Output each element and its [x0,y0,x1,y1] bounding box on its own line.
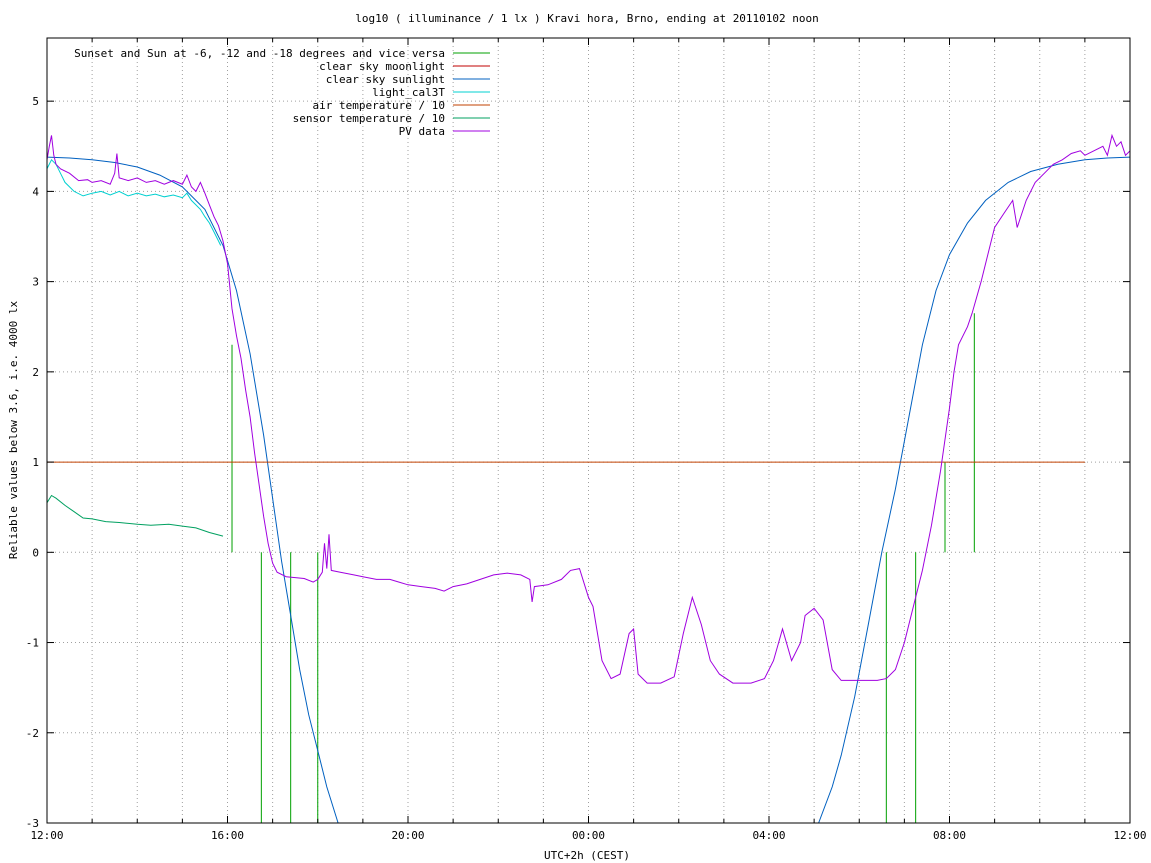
legend-label: PV data [399,125,445,138]
series-5-sensor-temperature-10-line [47,494,224,537]
legend: Sunset and Sun at -6, -12 and -18 degree… [74,47,490,138]
x-tick-label: 08:00 [933,829,966,842]
y-tick-label: -3 [26,817,39,830]
y-tick-label: 3 [32,276,39,289]
y-tick-label: 1 [32,456,39,469]
y-tick-label: 4 [32,185,39,198]
y-axis-label: Reliable values below 3.6, i.e. 4000 lx [7,300,20,559]
chart-title: log10 ( illuminance / 1 lx ) Kravi hora,… [355,12,819,25]
series-lines [47,133,1130,823]
legend-label: air temperature / 10 [313,99,445,112]
series-3-light-cal3t-line [47,158,222,246]
x-tick-label: 04:00 [752,829,785,842]
x-tick-label: 20:00 [391,829,424,842]
plot-area [47,133,1130,823]
grid-lines [47,38,1130,823]
legend-label: Sunset and Sun at -6, -12 and -18 degree… [74,47,445,60]
legend-label: light_cal3T [372,86,445,99]
series-6-pv-data-line [47,133,1130,684]
x-axis-label: UTC+2h (CEST) [544,849,630,862]
legend-label: clear sky sunlight [326,73,445,86]
y-tick-label: 0 [32,546,39,559]
x-axis-ticks: 12:00 16:00 20:00 00:00 04:00 08:00 12:00 [30,38,1147,842]
legend-label: sensor temperature / 10 [293,112,445,125]
y-tick-label: -1 [26,637,39,650]
x-tick-label: 12:00 [1113,829,1146,842]
y-tick-label: 5 [32,95,39,108]
x-tick-label: 00:00 [572,829,605,842]
x-tick-label: 16:00 [211,829,244,842]
series-2-clear-sky-sunlight-line [47,156,1130,823]
y-axis-ticks: -3 -2 -1 0 1 2 3 4 5 [26,95,1130,830]
y-tick-label: 2 [32,366,39,379]
y-tick-label: -2 [26,727,39,740]
legend-label: clear sky moonlight [319,60,445,73]
x-tick-label: 12:00 [30,829,63,842]
